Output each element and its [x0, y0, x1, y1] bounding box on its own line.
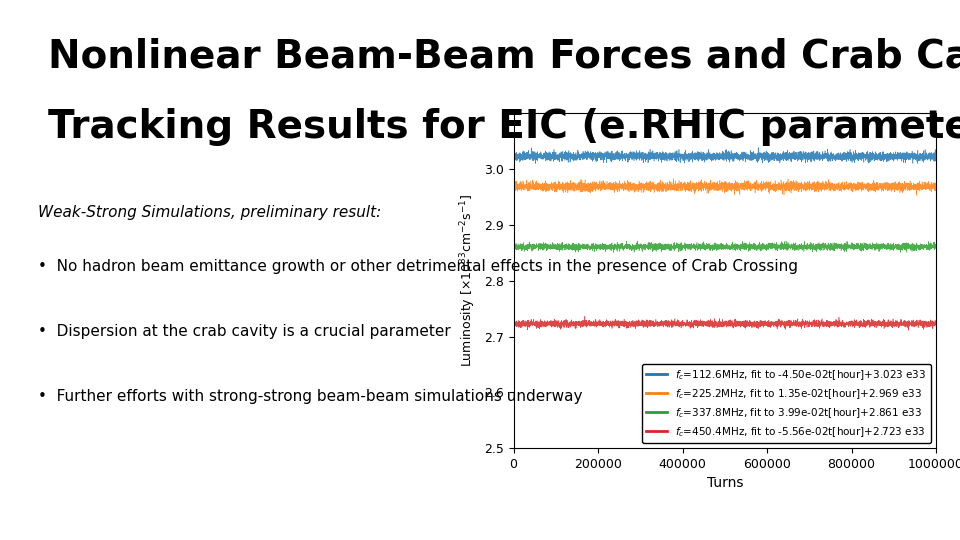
- $f_c$=337.8MHz, fit to 3.99e-02t[hour]+2.861 e33: [508, 245, 519, 251]
- Text: •  Further efforts with strong-strong beam-beam simulations underway: • Further efforts with strong-strong bea…: [38, 389, 583, 404]
- $f_c$=112.6MHz, fit to -4.50e-02t[hour]+3.023 e33: [530, 160, 541, 167]
- $f_c$=337.8MHz, fit to 3.99e-02t[hour]+2.861 e33: [669, 246, 681, 252]
- $f_c$=337.8MHz, fit to 3.99e-02t[hour]+2.861 e33: [855, 244, 867, 251]
- $f_c$=450.4MHz, fit to -5.56e-02t[hour]+2.723 e33: [585, 321, 596, 327]
- $f_c$=225.2MHz, fit to 1.35e-02t[hour]+2.969 e33: [911, 192, 923, 199]
- $f_c$=225.2MHz, fit to 1.35e-02t[hour]+2.969 e33: [669, 180, 681, 187]
- $f_c$=225.2MHz, fit to 1.35e-02t[hour]+2.969 e33: [782, 187, 794, 194]
- $f_c$=450.4MHz, fit to -5.56e-02t[hour]+2.723 e33: [930, 323, 942, 330]
- Text: •  No hadron beam emittance growth or other detrimental effects in the presence : • No hadron beam emittance growth or oth…: [38, 259, 799, 274]
- $f_c$=112.6MHz, fit to -4.50e-02t[hour]+3.023 e33: [508, 152, 519, 159]
- Text: Weak-Strong Simulations, preliminary result:: Weak-Strong Simulations, preliminary res…: [38, 205, 382, 220]
- $f_c$=225.2MHz, fit to 1.35e-02t[hour]+2.969 e33: [585, 179, 596, 186]
- $f_c$=450.4MHz, fit to -5.56e-02t[hour]+2.723 e33: [579, 313, 590, 320]
- $f_c$=337.8MHz, fit to 3.99e-02t[hour]+2.861 e33: [608, 249, 619, 255]
- $f_c$=225.2MHz, fit to 1.35e-02t[hour]+2.969 e33: [761, 179, 773, 185]
- $f_c$=225.2MHz, fit to 1.35e-02t[hour]+2.969 e33: [823, 184, 834, 190]
- $f_c$=225.2MHz, fit to 1.35e-02t[hour]+2.969 e33: [930, 182, 942, 188]
- $f_c$=112.6MHz, fit to -4.50e-02t[hour]+3.023 e33: [782, 151, 794, 157]
- $f_c$=337.8MHz, fit to 3.99e-02t[hour]+2.861 e33: [823, 241, 834, 247]
- $f_c$=112.6MHz, fit to -4.50e-02t[hour]+3.023 e33: [823, 158, 834, 164]
- $f_c$=337.8MHz, fit to 3.99e-02t[hour]+2.861 e33: [761, 246, 773, 252]
- Text: •  Dispersion at the crab cavity is a crucial parameter: • Dispersion at the crab cavity is a cru…: [38, 324, 451, 339]
- $f_c$=450.4MHz, fit to -5.56e-02t[hour]+2.723 e33: [823, 322, 834, 328]
- $f_c$=450.4MHz, fit to -5.56e-02t[hour]+2.723 e33: [761, 319, 773, 325]
- Text: Tracking Results for EIC (e.RHIC parameters): Tracking Results for EIC (e.RHIC paramet…: [48, 108, 960, 146]
- $f_c$=112.6MHz, fit to -4.50e-02t[hour]+3.023 e33: [753, 144, 764, 151]
- Line: $f_c$=337.8MHz, fit to 3.99e-02t[hour]+2.861 e33: $f_c$=337.8MHz, fit to 3.99e-02t[hour]+2…: [514, 241, 936, 252]
- $f_c$=450.4MHz, fit to -5.56e-02t[hour]+2.723 e33: [669, 322, 681, 328]
- Line: $f_c$=112.6MHz, fit to -4.50e-02t[hour]+3.023 e33: $f_c$=112.6MHz, fit to -4.50e-02t[hour]+…: [514, 147, 936, 164]
- $f_c$=225.2MHz, fit to 1.35e-02t[hour]+2.969 e33: [508, 184, 519, 191]
- $f_c$=112.6MHz, fit to -4.50e-02t[hour]+3.023 e33: [669, 148, 681, 154]
- $f_c$=337.8MHz, fit to 3.99e-02t[hour]+2.861 e33: [585, 245, 596, 251]
- $f_c$=337.8MHz, fit to 3.99e-02t[hour]+2.861 e33: [930, 244, 942, 250]
- $f_c$=450.4MHz, fit to -5.56e-02t[hour]+2.723 e33: [508, 321, 519, 327]
- $f_c$=450.4MHz, fit to -5.56e-02t[hour]+2.723 e33: [855, 319, 867, 326]
- X-axis label: Turns: Turns: [707, 476, 743, 490]
- Legend: $f_c$=112.6MHz, fit to -4.50e-02t[hour]+3.023 e33, $f_c$=225.2MHz, fit to 1.35e-: $f_c$=112.6MHz, fit to -4.50e-02t[hour]+…: [642, 364, 931, 443]
- $f_c$=450.4MHz, fit to -5.56e-02t[hour]+2.723 e33: [902, 327, 914, 334]
- $f_c$=225.2MHz, fit to 1.35e-02t[hour]+2.969 e33: [667, 176, 679, 182]
- $f_c$=112.6MHz, fit to -4.50e-02t[hour]+3.023 e33: [930, 155, 942, 161]
- $f_c$=337.8MHz, fit to 3.99e-02t[hour]+2.861 e33: [780, 238, 792, 244]
- Line: $f_c$=225.2MHz, fit to 1.35e-02t[hour]+2.969 e33: $f_c$=225.2MHz, fit to 1.35e-02t[hour]+2…: [514, 179, 936, 195]
- $f_c$=112.6MHz, fit to -4.50e-02t[hour]+3.023 e33: [855, 150, 867, 156]
- $f_c$=450.4MHz, fit to -5.56e-02t[hour]+2.723 e33: [782, 322, 794, 328]
- Text: Nonlinear Beam-Beam Forces and Crab Cavity: Nonlinear Beam-Beam Forces and Crab Cavi…: [48, 38, 960, 76]
- $f_c$=112.6MHz, fit to -4.50e-02t[hour]+3.023 e33: [585, 148, 596, 155]
- $f_c$=337.8MHz, fit to 3.99e-02t[hour]+2.861 e33: [782, 244, 794, 251]
- Y-axis label: Luminosity [$\times10^{33}$cm$^{-2}$s$^{-1}$]: Luminosity [$\times10^{33}$cm$^{-2}$s$^{…: [459, 194, 478, 368]
- Line: $f_c$=450.4MHz, fit to -5.56e-02t[hour]+2.723 e33: $f_c$=450.4MHz, fit to -5.56e-02t[hour]+…: [514, 316, 936, 330]
- $f_c$=225.2MHz, fit to 1.35e-02t[hour]+2.969 e33: [855, 182, 867, 188]
- $f_c$=112.6MHz, fit to -4.50e-02t[hour]+3.023 e33: [761, 157, 773, 164]
